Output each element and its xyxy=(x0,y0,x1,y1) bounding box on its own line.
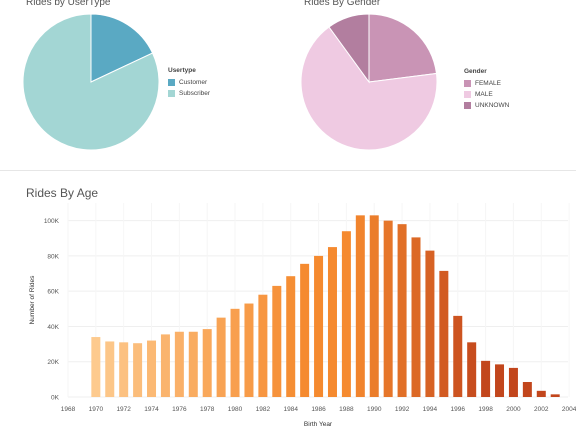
y-tick-label: 40K xyxy=(47,324,59,331)
bar-1984[interactable] xyxy=(286,276,296,397)
legend-item-subscriber[interactable]: Subscriber xyxy=(168,88,210,99)
bar-1986[interactable] xyxy=(314,255,324,397)
bar-1975[interactable] xyxy=(160,334,170,397)
x-tick-label: 1982 xyxy=(256,406,271,413)
x-tick-label: 1986 xyxy=(311,406,326,413)
x-tick-label: 1992 xyxy=(395,406,410,413)
bar-1979[interactable] xyxy=(216,317,226,397)
bar-1992[interactable] xyxy=(397,224,407,397)
bar-1983[interactable] xyxy=(272,285,282,397)
usertype-legend: Usertype Customer Subscriber xyxy=(168,67,210,99)
legend-item-customer[interactable]: Customer xyxy=(168,77,210,88)
legend-label: MALE xyxy=(475,91,493,98)
x-tick-label: 1990 xyxy=(367,406,382,413)
bar-1988[interactable] xyxy=(341,231,351,397)
legend-label: Subscriber xyxy=(179,90,211,97)
bar-2003[interactable] xyxy=(550,394,560,397)
legend-item-male[interactable]: MALE xyxy=(464,89,509,100)
bar-1982[interactable] xyxy=(258,294,268,397)
x-tick-label: 1994 xyxy=(423,406,438,413)
bar-2002[interactable] xyxy=(536,390,546,397)
bar-1985[interactable] xyxy=(300,263,310,397)
bar-1973[interactable] xyxy=(133,343,143,397)
y-tick-label: 80K xyxy=(47,253,59,260)
gender-legend: Gender FEMALE MALE UNKNOWN xyxy=(464,68,509,111)
gender-chart-title: Rides By Gender xyxy=(304,0,381,8)
bar-1987[interactable] xyxy=(327,247,337,397)
bar-1997[interactable] xyxy=(467,342,477,397)
x-tick-label: 2002 xyxy=(534,406,549,413)
age-chart-title: Rides By Age xyxy=(26,186,99,200)
bar-1980[interactable] xyxy=(230,308,240,397)
legend-label: Customer xyxy=(179,79,208,86)
bar-1994[interactable] xyxy=(425,250,435,397)
bar-1996[interactable] xyxy=(453,315,463,397)
bar-1995[interactable] xyxy=(439,270,449,397)
legend-swatch xyxy=(168,90,175,97)
bar-1978[interactable] xyxy=(202,329,212,397)
x-tick-label: 2004 xyxy=(562,406,576,413)
bar-1977[interactable] xyxy=(188,331,198,397)
section-divider xyxy=(0,170,576,171)
y-tick-label: 60K xyxy=(47,289,59,296)
x-tick-label: 1972 xyxy=(116,406,131,413)
legend-swatch xyxy=(464,102,471,109)
bar-1998[interactable] xyxy=(481,360,491,397)
y-tick-label: 0K xyxy=(51,395,60,402)
y-tick-label: 100K xyxy=(44,218,60,225)
legend-swatch xyxy=(464,80,471,87)
bar-2000[interactable] xyxy=(508,367,518,397)
x-tick-label: 1980 xyxy=(228,406,243,413)
x-tick-label: 2000 xyxy=(506,406,521,413)
x-tick-label: 1988 xyxy=(339,406,354,413)
legend-label: FEMALE xyxy=(475,80,502,87)
bar-1999[interactable] xyxy=(495,364,505,397)
bar-2001[interactable] xyxy=(522,382,532,397)
usertype-chart-title: Rides by UserType xyxy=(26,0,111,8)
usertype-legend-title: Usertype xyxy=(168,67,196,74)
x-tick-label: 1984 xyxy=(283,406,298,413)
x-tick-label: 1998 xyxy=(478,406,493,413)
bar-1981[interactable] xyxy=(244,303,254,397)
gender-legend-title: Gender xyxy=(464,68,487,75)
x-tick-label: 1978 xyxy=(200,406,215,413)
bar-1976[interactable] xyxy=(174,331,184,397)
bar-1991[interactable] xyxy=(383,220,393,397)
bar-1970[interactable] xyxy=(91,337,101,397)
bar-1993[interactable] xyxy=(411,237,421,397)
legend-item-unknown[interactable]: UNKNOWN xyxy=(464,100,509,111)
x-tick-label: 1976 xyxy=(172,406,187,413)
x-axis-title: Birth Year xyxy=(304,421,333,428)
y-tick-label: 20K xyxy=(47,359,59,366)
bar-1972[interactable] xyxy=(119,342,129,397)
x-tick-label: 1970 xyxy=(89,406,104,413)
x-tick-label: 1974 xyxy=(144,406,159,413)
legend-label: UNKNOWN xyxy=(475,102,510,109)
x-tick-label: 1996 xyxy=(451,406,466,413)
bar-1990[interactable] xyxy=(369,215,379,397)
bar-1971[interactable] xyxy=(105,341,115,397)
y-axis-title: Number of Rides xyxy=(29,275,36,325)
legend-item-female[interactable]: FEMALE xyxy=(464,78,509,89)
legend-swatch xyxy=(464,91,471,98)
bar-1974[interactable] xyxy=(147,340,157,397)
legend-swatch xyxy=(168,79,175,86)
x-tick-label: 1968 xyxy=(61,406,76,413)
bar-1989[interactable] xyxy=(355,215,365,397)
